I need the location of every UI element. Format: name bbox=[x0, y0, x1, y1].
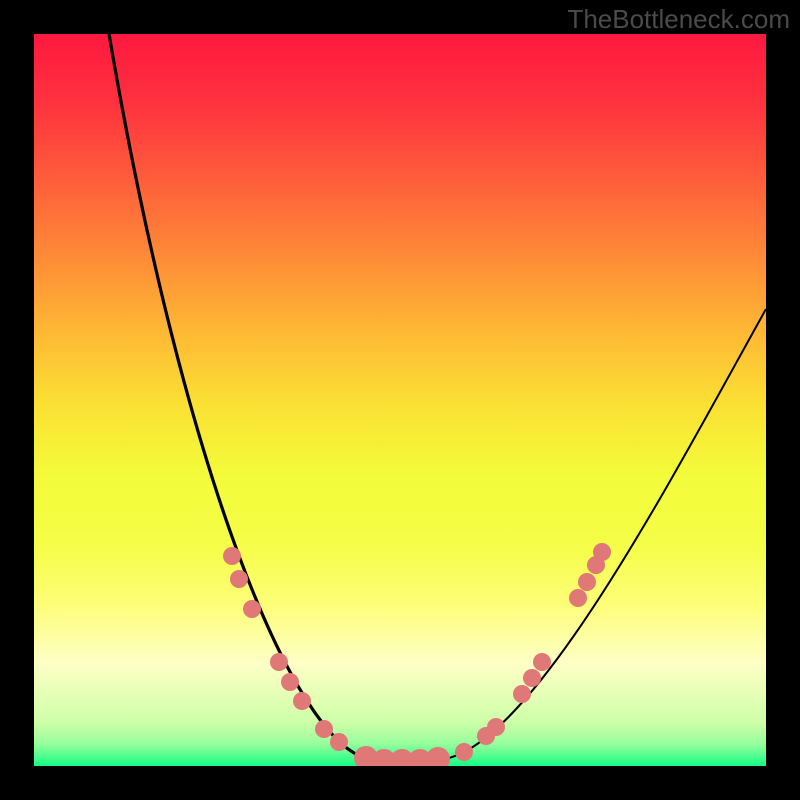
data-marker bbox=[513, 685, 531, 703]
data-marker bbox=[315, 720, 333, 738]
data-marker bbox=[223, 547, 241, 565]
data-marker bbox=[487, 718, 505, 736]
data-marker bbox=[533, 653, 551, 671]
data-marker bbox=[293, 692, 311, 710]
data-marker bbox=[281, 673, 299, 691]
data-marker bbox=[243, 600, 261, 618]
data-marker bbox=[593, 543, 611, 561]
chart-plot-area bbox=[34, 34, 766, 766]
data-marker bbox=[330, 733, 348, 751]
data-marker bbox=[230, 570, 248, 588]
data-marker bbox=[569, 589, 587, 607]
data-marker bbox=[455, 743, 473, 761]
bottleneck-curve-chart bbox=[34, 34, 766, 766]
data-marker bbox=[523, 669, 541, 687]
watermark-text: TheBottleneck.com bbox=[567, 4, 790, 35]
data-marker bbox=[270, 653, 288, 671]
gradient-background bbox=[34, 34, 766, 766]
data-marker bbox=[578, 573, 596, 591]
